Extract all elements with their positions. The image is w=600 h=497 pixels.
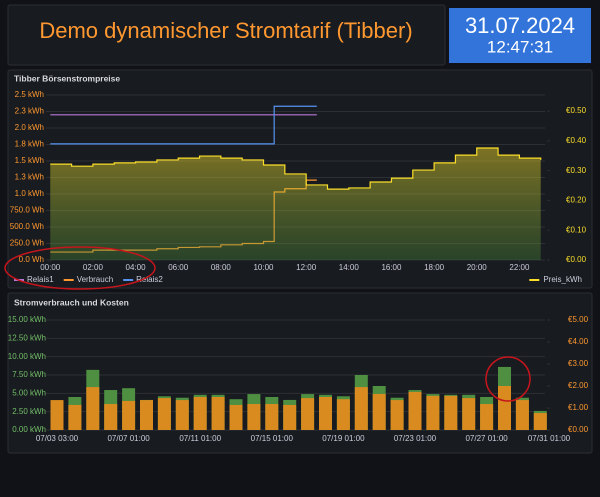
x-tick-label: 12:00 [296, 263, 317, 272]
x-tick-label: 07/07 01:00 [107, 434, 150, 443]
y2-tick-label: €0.30 [566, 166, 587, 175]
y-tick-label: 2.50 kWh [12, 407, 46, 416]
y-tick-label: 5.00 kWh [12, 388, 46, 397]
legend-label: Relais2 [136, 275, 163, 284]
bar [86, 387, 100, 430]
y-tick-label: 1.3 kWh [15, 173, 44, 182]
bar [498, 386, 511, 430]
y-tick-label: 1.0 kWh [15, 189, 44, 198]
x-tick-label: 07/31 01:00 [528, 434, 571, 443]
y-tick-label: 2.3 kWh [15, 107, 44, 116]
x-tick-label: 04:00 [126, 263, 147, 272]
x-tick-label: 07/11 01:00 [179, 434, 221, 443]
y-tick-label: 0.00 kWh [12, 425, 46, 434]
bar [175, 400, 189, 430]
legend-label: Relais1 [27, 275, 54, 284]
x-tick-label: 07/03 03:00 [36, 434, 79, 443]
highlight [4, 246, 156, 290]
y-tick-label: 250.0 Wh [10, 239, 44, 248]
x-tick-label: 07/19 01:00 [322, 434, 365, 443]
bar [462, 398, 476, 430]
y2-tick-label: €1.00 [568, 403, 589, 412]
clock-date: 31.07.2024 [465, 13, 575, 38]
dashboard-title: Demo dynamischer Stromtarif (Tibber) [39, 18, 412, 43]
line [50, 105, 317, 145]
y-tick-label: 1.5 kWh [15, 156, 44, 165]
bar [68, 404, 82, 430]
x-tick-label: 08:00 [211, 263, 232, 272]
y2-tick-label: €0.50 [566, 106, 587, 115]
y2-tick-label: €5.00 [568, 315, 589, 324]
bar [444, 395, 458, 430]
bar [319, 397, 332, 430]
legend-label: Preis_kWh [543, 275, 582, 284]
bar [515, 400, 529, 430]
x-tick-label: 22:00 [509, 263, 530, 272]
bar [354, 387, 368, 430]
x-tick-label: 02:00 [83, 263, 104, 272]
bar [301, 398, 315, 430]
x-tick-label: 07/23 01:00 [394, 434, 437, 443]
x-tick-label: 20:00 [467, 263, 488, 272]
y2-tick-label: €3.00 [568, 359, 589, 368]
x-tick-label: 14:00 [339, 263, 360, 272]
x-tick-label: 18:00 [424, 263, 445, 272]
y2-tick-label: €0.00 [566, 255, 587, 264]
bar [533, 413, 547, 430]
line [50, 147, 542, 190]
bar [265, 404, 279, 430]
y2-tick-label: €0.40 [566, 136, 587, 145]
bar [336, 399, 350, 430]
panel-title: Stromverbrauch und Kosten [14, 297, 129, 307]
y-tick-label: 7.50 kWh [12, 370, 46, 379]
bar [104, 404, 118, 430]
y-tick-label: 15.00 kWh [8, 315, 46, 324]
y-tick-label: 0.0 Wh [19, 255, 44, 264]
bar [283, 404, 297, 430]
y2-tick-label: €0.10 [566, 225, 587, 234]
y-tick-label: 12.50 kWh [8, 333, 46, 342]
legend-label: Verbrauch [77, 275, 113, 284]
y-tick-label: 2.5 kWh [15, 90, 44, 99]
y2-tick-label: €0.00 [568, 425, 589, 434]
clock-time: 12:47:31 [487, 37, 553, 56]
charts: 0.0 Wh 250.0 Wh 500.0 Wh 750.0 Wh 1.0 kWh 1.3… [8, 90, 589, 443]
bar [247, 404, 261, 430]
y-tick-label: 2.0 kWh [15, 123, 44, 132]
bar [426, 395, 440, 430]
y-tick-label: 10.00 kWh [8, 352, 46, 361]
clock-panel [449, 8, 591, 63]
bar [122, 400, 136, 430]
x-tick-label: 16:00 [381, 263, 402, 272]
y2-tick-label: €2.00 [568, 381, 589, 390]
area [50, 148, 541, 260]
bar [372, 393, 386, 430]
x-tick-label: 06:00 [168, 263, 189, 272]
y2-tick-label: €0.20 [566, 196, 587, 205]
y-tick-label: 1.8 kWh [15, 140, 44, 149]
x-tick-label: 07/15 01:00 [251, 434, 294, 443]
x-tick-label: 07/27 01:00 [465, 434, 508, 443]
bar [229, 404, 243, 430]
bar [390, 400, 404, 430]
y-tick-label: 500.0 Wh [10, 222, 44, 231]
bar [480, 404, 494, 430]
y-tick-label: 750.0 Wh [10, 206, 44, 215]
bar [408, 391, 422, 430]
panel-title: Tibber Börsenstrompreise [14, 73, 120, 83]
bar [211, 397, 225, 430]
title-panel [7, 4, 446, 66]
bar [193, 397, 207, 430]
x-tick-label: 00:00 [40, 263, 61, 272]
x-tick-label: 10:00 [253, 263, 274, 272]
highlight [485, 356, 531, 402]
bar [157, 398, 171, 430]
bar [50, 400, 64, 430]
y2-tick-label: €4.00 [568, 337, 589, 346]
bar [140, 400, 153, 430]
